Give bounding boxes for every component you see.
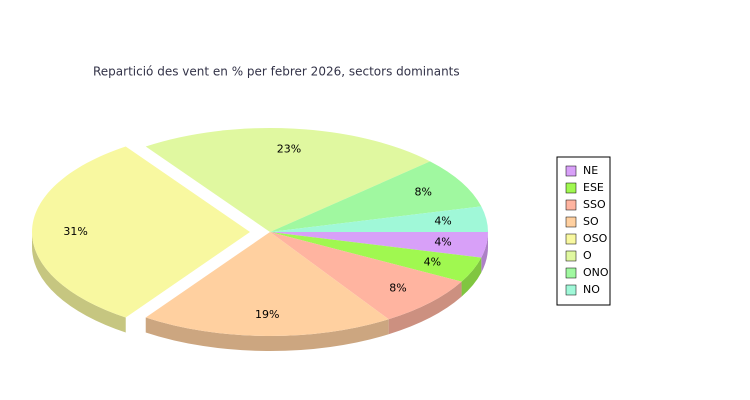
legend-swatch — [565, 267, 577, 279]
slice-side — [31, 232, 126, 333]
slice — [31, 146, 250, 318]
slice-label: 4% — [434, 235, 451, 248]
chart-title: Repartició des vent en % per febrer 2026… — [93, 65, 460, 79]
slice — [270, 232, 462, 320]
legend-swatch — [565, 284, 577, 296]
legend-label: ESE — [583, 181, 604, 194]
legend-label: NE — [583, 164, 598, 177]
legend-swatch — [565, 233, 577, 245]
slice — [270, 206, 488, 232]
slice-side — [481, 232, 488, 273]
legend-swatch — [565, 250, 577, 262]
slice-label: 23% — [277, 142, 301, 155]
slice-label: 8% — [415, 185, 432, 198]
slice — [270, 232, 488, 258]
slice — [145, 128, 431, 232]
legend-label: SO — [583, 215, 599, 228]
slice — [270, 161, 482, 232]
slice-label: 4% — [434, 215, 451, 228]
legend-label: SSO — [583, 198, 606, 211]
slice-side — [461, 257, 482, 297]
slice-label: 8% — [389, 281, 406, 294]
slice-label: 19% — [255, 308, 279, 321]
legend-label: O — [583, 249, 592, 262]
legend-swatch — [565, 182, 577, 194]
slice-label: 4% — [424, 255, 441, 268]
legend-box — [556, 156, 611, 306]
slice-side — [388, 281, 462, 335]
slice-side — [145, 317, 389, 351]
legend-swatch — [565, 216, 577, 228]
slice — [270, 232, 482, 282]
legend-label: ONO — [583, 266, 609, 279]
slice — [145, 232, 389, 337]
slice-label: 31% — [63, 225, 87, 238]
legend-label: NO — [583, 283, 600, 296]
legend-swatch — [565, 165, 577, 177]
legend-swatch — [565, 199, 577, 211]
pie: 4% 4% 8% 19% 31% 23% 8% 4% — [31, 128, 488, 351]
legend-label: OSO — [583, 232, 608, 245]
